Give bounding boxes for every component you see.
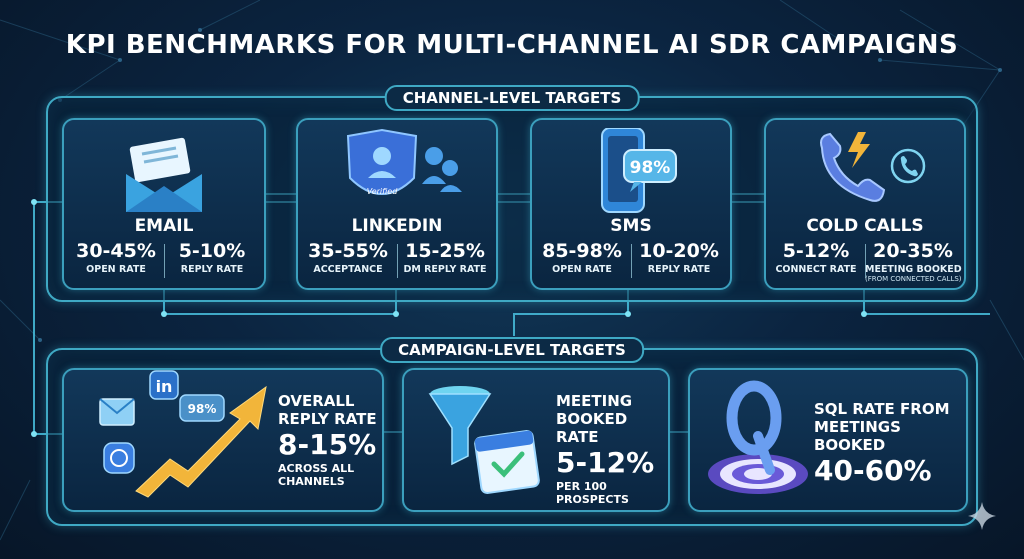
channel-card-sms: 98% SMS 85-98% OPEN RATE 10-20% REPLY RA… (530, 118, 732, 290)
channel-name: LINKEDIN (351, 216, 443, 236)
trend-arrow-icon: in 98% (99, 370, 267, 498)
channel-name: COLD CALLS (806, 216, 924, 236)
channel-name: EMAIL (134, 216, 194, 236)
channel-card-linkedin: Verified LINKEDIN 35-55% ACCEPTANCE 15-2… (296, 118, 498, 290)
section-label: CHANNEL-LEVEL TARGETS (384, 85, 640, 111)
phone-call-icon (820, 132, 926, 202)
metric-secondary: 15-25% DM REPLY RATE (403, 240, 487, 275)
metric-primary: 30-45% OPEN RATE (76, 240, 156, 275)
sql-rate-text: SQL RATE FROM MEETINGS BOOKED 40-60% (814, 400, 950, 487)
channel-name: SMS (610, 216, 652, 236)
campaign-card-reply-rate: in 98% OVERALL REPLY RATE 8-15% ACROSS A… (62, 368, 384, 512)
funnel-calendar-icon (428, 386, 540, 494)
page-title: KPI BENCHMARKS FOR MULTI-CHANNEL AI SDR … (65, 30, 959, 60)
campaign-card-sql-rate: SQL RATE FROM MEETINGS BOOKED 40-60% (688, 368, 968, 512)
sparkle-icon (968, 502, 996, 530)
channel-card-cold-calls: COLD CALLS 5-12% CONNECT RATE 20-35% MEE… (764, 118, 966, 290)
channel-card-email: EMAIL 30-45% OPEN RATE 5-10% REPLY RATE (62, 118, 266, 290)
phone-message-icon: 98% (601, 128, 677, 213)
svg-text:98%: 98% (630, 158, 671, 178)
envelope-icon (126, 137, 202, 212)
reply-rate-text: OVERALL REPLY RATE 8-15% ACROSS ALL CHAN… (278, 392, 377, 488)
svg-text:98%: 98% (188, 402, 217, 416)
svg-text:in: in (156, 377, 173, 396)
metric-primary: 5-12% CONNECT RATE (775, 240, 857, 275)
metric-secondary: 5-10% REPLY RATE (178, 240, 246, 275)
campaign-card-meeting-rate: MEETING BOOKED RATE 5-12% PER 100 PROSPE… (402, 368, 670, 512)
metric-primary: 35-55% ACCEPTANCE (308, 240, 388, 275)
metric-secondary: 10-20% REPLY RATE (639, 240, 719, 275)
meeting-rate-text: MEETING BOOKED RATE 5-12% PER 100 PROSPE… (556, 392, 655, 506)
verified-shield-icon: Verified (346, 128, 462, 196)
section-label: CAMPAIGN-LEVEL TARGETS (380, 337, 644, 363)
metric-secondary: 20-35% MEETING BOOKED (FROM CONNECTED CA… (865, 240, 962, 283)
metric-primary: 85-98% OPEN RATE (542, 240, 622, 275)
target-q-icon (708, 380, 808, 494)
svg-text:Verified: Verified (367, 187, 399, 196)
